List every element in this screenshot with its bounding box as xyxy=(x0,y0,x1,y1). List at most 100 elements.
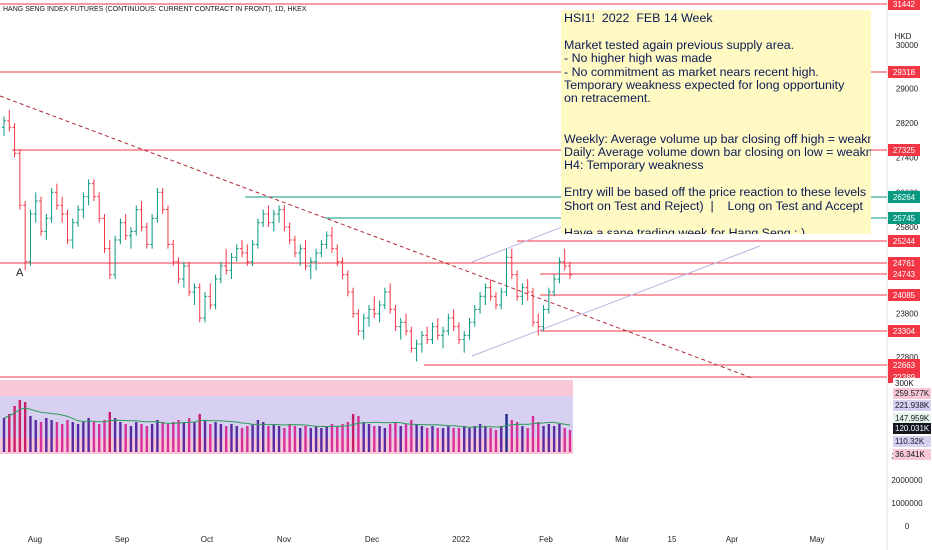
note-line xyxy=(564,173,868,186)
level-label: 29318 xyxy=(893,68,916,77)
volume-bar xyxy=(552,426,556,452)
volume-bar xyxy=(98,424,101,452)
volume-bar xyxy=(478,424,482,452)
volume-bar xyxy=(336,426,339,452)
price-tick-label: 30000 xyxy=(896,41,919,50)
volume-bar xyxy=(8,414,11,452)
volume-indicator-label: 36.341K xyxy=(895,450,925,459)
volume-bar xyxy=(108,412,111,452)
volume-bar xyxy=(272,424,275,452)
volume-bar xyxy=(45,418,48,452)
volume-bar xyxy=(473,426,476,452)
volume-bar xyxy=(341,424,344,452)
volume-bar xyxy=(87,418,90,452)
volume-bar xyxy=(521,426,524,452)
volume-panel-band-top xyxy=(0,380,573,396)
note-line xyxy=(564,119,868,132)
volume-bar xyxy=(304,426,307,452)
volume-bar xyxy=(76,424,80,452)
note-line xyxy=(564,25,868,38)
volume-indicator-label: 221.938K xyxy=(895,401,930,410)
time-tick-label: Apr xyxy=(726,535,739,544)
volume-bar xyxy=(373,426,376,452)
volume-bar xyxy=(383,428,387,452)
volume-bar xyxy=(18,400,22,452)
volume-bar xyxy=(436,428,439,452)
note-line: - No commitment as market nears recent h… xyxy=(564,64,819,79)
volume-bar xyxy=(224,426,228,452)
volume-bar xyxy=(452,428,455,452)
level-label-bg xyxy=(888,66,920,78)
volume-bar xyxy=(66,420,69,452)
time-tick-label: Aug xyxy=(28,535,42,544)
note-line xyxy=(564,213,868,226)
level-label-bg xyxy=(888,212,920,224)
volume-bar xyxy=(240,428,244,452)
note-line: H4: Temporary weakness xyxy=(564,158,704,173)
volume-bar xyxy=(357,416,360,452)
time-tick-label: Sep xyxy=(115,535,130,544)
volume-bar xyxy=(457,428,461,452)
volume-bar xyxy=(198,414,201,452)
volume-bar xyxy=(256,420,260,452)
volume-bar xyxy=(140,424,143,452)
volume-indicator-bg xyxy=(893,423,931,434)
volume-indicator-bg xyxy=(893,436,931,447)
level-label: 22663 xyxy=(893,361,916,370)
level-label: 31442 xyxy=(893,0,916,9)
trend-line-descending xyxy=(0,95,753,379)
volume-bar xyxy=(367,424,371,452)
note-line: Have a sane trading week for Hang Seng :… xyxy=(564,225,806,234)
volume-bar xyxy=(29,416,32,452)
volume-bar xyxy=(219,424,223,452)
volume-bar xyxy=(314,426,318,452)
price-tick-label: 22800 xyxy=(896,353,919,362)
volume-bar xyxy=(425,428,429,452)
volume-bar xyxy=(230,424,233,452)
volume-bar xyxy=(55,422,59,452)
volume-bar xyxy=(515,422,519,452)
level-label: 25745 xyxy=(893,214,916,223)
volume-bar xyxy=(484,426,487,452)
volume-bar xyxy=(214,422,217,452)
price-tick-label: 25800 xyxy=(896,223,919,232)
volume-bar xyxy=(13,406,16,452)
volume-bar xyxy=(50,420,53,452)
volume-bar xyxy=(346,422,350,452)
volume-bar xyxy=(124,424,127,452)
note-line: - No higher high was made xyxy=(564,51,713,66)
level-label-bg xyxy=(888,235,920,247)
volume-bar xyxy=(135,422,138,452)
volume-bar xyxy=(267,426,270,452)
volume-bar xyxy=(510,420,514,452)
level-label-bg xyxy=(888,257,920,269)
volume-bar xyxy=(447,426,450,452)
volume-bar xyxy=(150,424,154,452)
annotation-a: A xyxy=(16,267,24,279)
time-tick-label: 2022 xyxy=(452,535,470,544)
volume-bar xyxy=(261,422,265,452)
level-label: 22389 xyxy=(893,373,916,382)
volume-indicator-label: 259.577K xyxy=(895,389,930,398)
volume-bar xyxy=(388,424,392,452)
volume-bar xyxy=(187,418,191,452)
volume-indicator-label: 110.32K xyxy=(895,437,925,446)
level-label: 27325 xyxy=(893,146,916,155)
volume-bar xyxy=(563,428,566,452)
level-label: 23304 xyxy=(893,327,916,336)
volume-bar xyxy=(92,422,96,452)
volume-bar xyxy=(537,422,540,452)
time-tick-label: Feb xyxy=(539,535,553,544)
volume-bar xyxy=(330,424,334,452)
level-label: 24085 xyxy=(893,291,916,300)
level-label-bg xyxy=(888,289,920,301)
note-line: Weekly: Average volume up bar closing of… xyxy=(564,131,871,146)
volume-bar xyxy=(119,422,122,452)
volume-bar xyxy=(542,426,545,452)
volume-bar xyxy=(415,424,418,452)
note-line: Daily: Average volume down bar closing o… xyxy=(564,145,871,160)
volume-bar xyxy=(161,422,164,452)
time-tick-label: May xyxy=(809,535,824,544)
volume-bar xyxy=(558,424,561,452)
note-line: Temporary weakness expected for long opp… xyxy=(564,78,845,93)
